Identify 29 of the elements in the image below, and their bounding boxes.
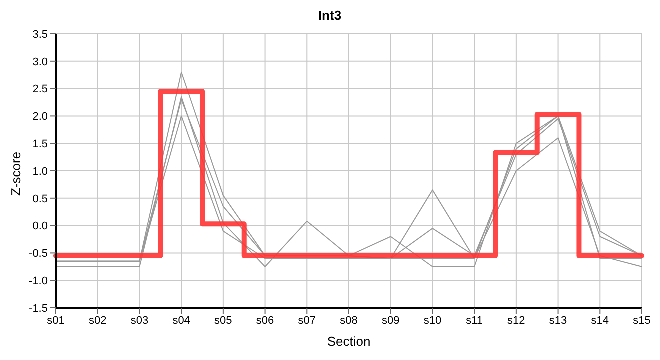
y-tick-label: -1.5: [29, 302, 48, 315]
y-tick-label: 3.5: [32, 28, 48, 41]
y-tick-label: 0.5: [32, 193, 48, 206]
y-tick-label: 3.0: [32, 56, 48, 68]
x-tick-label: s08: [340, 314, 358, 327]
x-tick-label: s11: [466, 314, 484, 327]
x-tick-label: s09: [382, 314, 400, 327]
x-tick-label: s14: [591, 314, 610, 327]
x-tick-label: s06: [256, 314, 274, 327]
x-tick-label: s01: [47, 314, 65, 327]
x-tick-label: s03: [130, 314, 149, 327]
y-tick-label: -0.5: [29, 248, 48, 260]
y-axis-title: Z-score: [8, 152, 24, 196]
x-tick-label: s04: [172, 314, 190, 327]
x-axis-title: Section: [327, 334, 371, 349]
y-tick-label: -1.0: [29, 276, 48, 288]
y-tick-label: 2.0: [32, 111, 48, 124]
x-tick-label: s02: [88, 314, 107, 327]
x-tick-label: s10: [424, 314, 442, 327]
y-tick-label: 1.5: [32, 138, 48, 151]
y-tick-label: 1.0: [32, 166, 48, 178]
x-tick-label: s07: [298, 314, 316, 327]
x-tick-label: s13: [549, 314, 568, 327]
x-tick-label: s15: [633, 314, 651, 327]
chart-title: Int3: [317, 8, 343, 25]
x-tick-label: s12: [508, 314, 526, 327]
x-tick-label: s05: [214, 314, 232, 327]
y-tick-label: 0.0: [32, 220, 48, 233]
y-tick-label: 2.5: [32, 84, 48, 96]
